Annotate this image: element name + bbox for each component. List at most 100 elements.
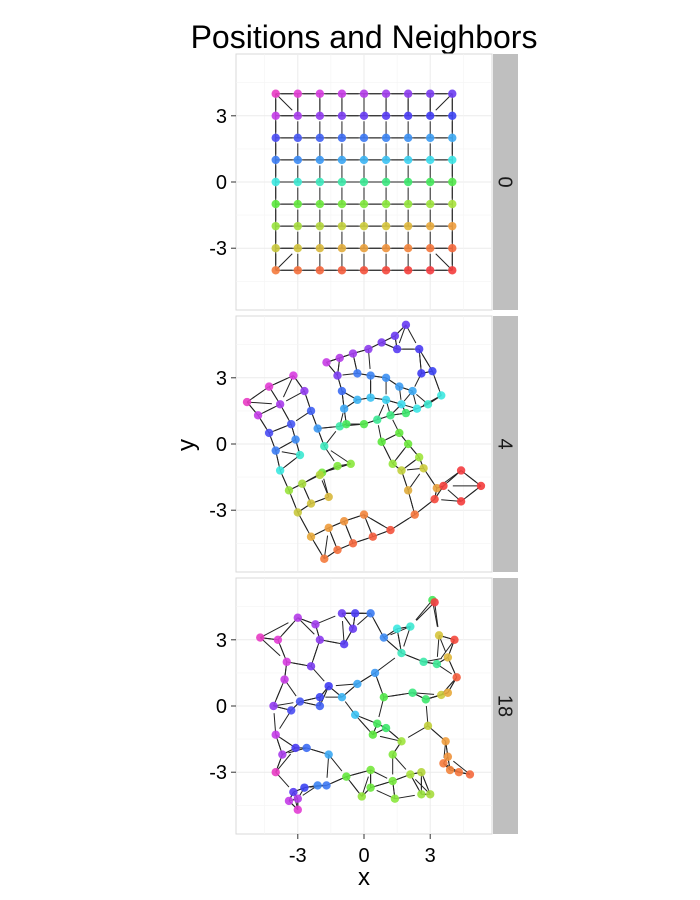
data-point bbox=[273, 635, 283, 644]
data-point bbox=[397, 466, 406, 475]
data-point bbox=[353, 369, 362, 378]
data-point bbox=[293, 133, 302, 143]
data-point bbox=[289, 787, 298, 797]
data-point bbox=[386, 411, 395, 420]
data-point bbox=[397, 737, 406, 746]
data-point bbox=[377, 437, 386, 446]
facet-strip-label: 4 bbox=[494, 438, 516, 449]
data-point bbox=[448, 221, 457, 231]
data-point bbox=[476, 481, 486, 491]
data-point bbox=[271, 244, 280, 253]
data-point bbox=[381, 244, 391, 253]
data-point bbox=[445, 765, 455, 775]
data-point bbox=[448, 111, 457, 120]
data-point bbox=[426, 199, 435, 209]
data-point bbox=[403, 177, 413, 187]
y-tick-label: 3 bbox=[216, 630, 227, 652]
data-point bbox=[381, 221, 391, 231]
data-point bbox=[426, 155, 435, 165]
data-point bbox=[388, 776, 397, 786]
data-point bbox=[410, 510, 419, 519]
data-point bbox=[339, 404, 349, 413]
data-point bbox=[395, 428, 404, 438]
data-point bbox=[428, 366, 437, 376]
data-point bbox=[359, 177, 369, 187]
facet-strip bbox=[493, 316, 518, 572]
data-point bbox=[337, 266, 347, 275]
neighbor-link bbox=[415, 599, 433, 621]
data-point bbox=[434, 631, 444, 640]
data-point bbox=[366, 765, 375, 775]
data-point bbox=[315, 155, 325, 165]
data-point bbox=[293, 244, 302, 253]
data-point bbox=[359, 155, 369, 165]
data-point bbox=[315, 177, 325, 187]
data-point bbox=[381, 155, 391, 165]
data-point bbox=[401, 320, 411, 330]
panel-4: -3 0 3 4 bbox=[209, 315, 518, 573]
data-point bbox=[373, 415, 382, 424]
data-point bbox=[448, 177, 457, 187]
y-tick-label: -3 bbox=[209, 762, 227, 784]
x-axis-title: x bbox=[358, 864, 370, 891]
data-point bbox=[403, 199, 413, 209]
y-tick-label: 3 bbox=[216, 368, 227, 390]
data-point bbox=[293, 266, 302, 275]
data-point bbox=[397, 648, 406, 658]
data-point bbox=[432, 483, 442, 493]
y-tick-label: -3 bbox=[209, 238, 227, 260]
data-point bbox=[306, 406, 316, 416]
data-point bbox=[337, 155, 347, 165]
data-point bbox=[315, 221, 325, 231]
data-point bbox=[448, 155, 457, 165]
data-point bbox=[366, 371, 375, 380]
data-point bbox=[350, 609, 360, 618]
facet-strip-label: 0 bbox=[494, 176, 516, 187]
data-point bbox=[293, 111, 302, 120]
data-point bbox=[315, 244, 325, 253]
data-point bbox=[284, 486, 294, 495]
data-point bbox=[293, 805, 302, 814]
facet-strip bbox=[493, 578, 518, 834]
data-point bbox=[403, 266, 413, 275]
data-point bbox=[293, 613, 302, 622]
data-point bbox=[324, 523, 333, 533]
data-point bbox=[403, 439, 413, 449]
data-point bbox=[450, 635, 459, 644]
data-point bbox=[289, 371, 298, 380]
data-point bbox=[293, 177, 302, 187]
data-point bbox=[293, 221, 302, 231]
data-point bbox=[315, 89, 325, 98]
data-point bbox=[253, 411, 263, 420]
data-point bbox=[242, 397, 252, 407]
data-point bbox=[315, 111, 325, 120]
data-point bbox=[339, 517, 349, 526]
x-tick-label: 0 bbox=[358, 845, 369, 867]
data-point bbox=[271, 446, 280, 455]
data-point bbox=[315, 199, 325, 209]
data-point bbox=[366, 393, 375, 402]
data-point bbox=[271, 177, 280, 187]
data-point bbox=[417, 768, 426, 777]
panels: -3 0 3 0 -3 0 3 4 -3 0 3 18 -3 0 3 bbox=[209, 53, 518, 867]
data-point bbox=[315, 635, 325, 644]
data-point bbox=[348, 349, 358, 358]
data-point bbox=[271, 111, 280, 120]
data-point bbox=[408, 688, 417, 697]
data-point bbox=[353, 395, 362, 405]
data-point bbox=[426, 221, 435, 231]
data-point bbox=[271, 199, 280, 209]
data-point bbox=[315, 692, 325, 702]
data-point bbox=[315, 701, 325, 711]
data-point bbox=[337, 177, 347, 187]
data-point bbox=[381, 723, 391, 733]
data-point bbox=[359, 244, 369, 253]
data-point bbox=[377, 338, 386, 347]
data-point bbox=[417, 369, 426, 378]
data-point bbox=[337, 221, 347, 231]
data-point bbox=[379, 633, 389, 642]
data-point bbox=[388, 750, 397, 759]
data-point bbox=[364, 344, 373, 354]
data-point bbox=[333, 371, 342, 380]
data-point bbox=[414, 453, 424, 462]
